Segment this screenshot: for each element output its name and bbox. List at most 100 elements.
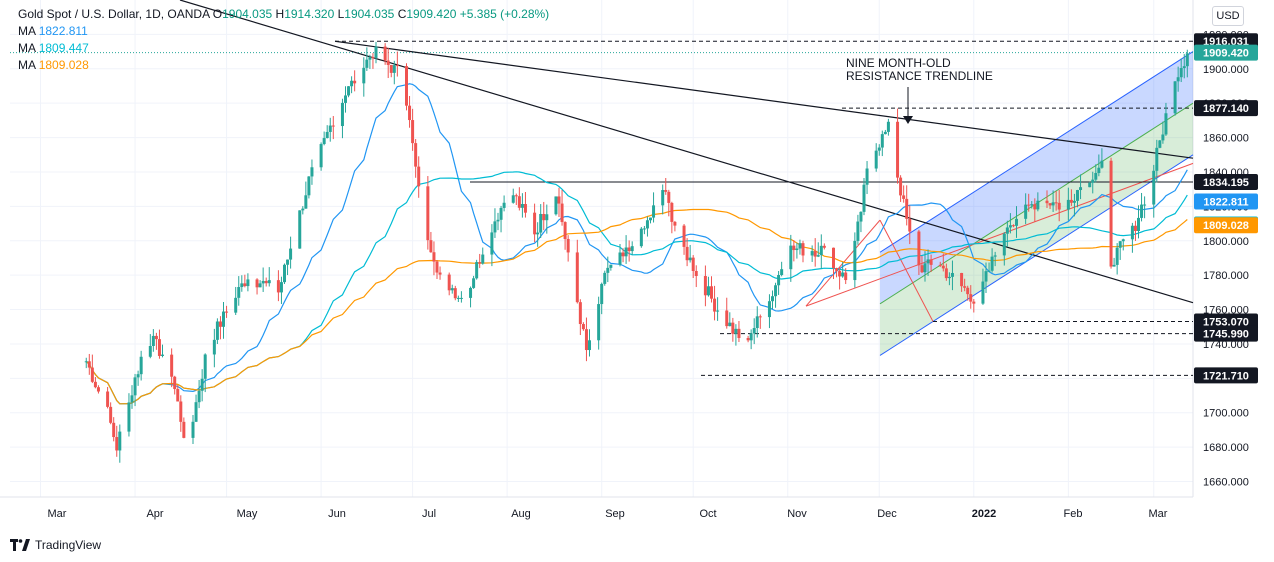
price-tag-bg — [1194, 173, 1258, 190]
candle-body — [261, 280, 265, 284]
candle-body — [191, 421, 195, 438]
candle-body — [344, 95, 347, 103]
candle-body — [557, 196, 561, 204]
candle-body — [554, 196, 558, 215]
candle-body — [969, 294, 973, 302]
candle-body — [993, 255, 997, 257]
candle-body — [109, 406, 113, 423]
footer-branding[interactable]: TradingView — [10, 538, 101, 552]
x-tick-label: Mar — [48, 508, 67, 520]
legend-ma-row[interactable]: MA 1822.811 — [18, 23, 549, 40]
candle-body — [1118, 241, 1122, 248]
candle-body — [801, 243, 805, 256]
candle-body — [459, 297, 463, 299]
candle-body — [347, 86, 351, 96]
candle-body — [456, 297, 460, 299]
candle-body — [652, 205, 656, 218]
price-tag-label: 1753.070 — [1203, 316, 1249, 328]
legend-ma-row[interactable]: MA 1809.028 — [18, 57, 549, 74]
candle-body — [432, 252, 436, 262]
candle-body — [673, 221, 677, 226]
candle-body — [151, 335, 155, 346]
x-tick-label: Aug — [511, 508, 531, 520]
candle-body — [886, 121, 890, 132]
candle-body — [1097, 167, 1101, 174]
low-label: L — [337, 7, 345, 21]
candle-body — [383, 46, 387, 61]
candle-body — [706, 286, 710, 296]
candle-body — [301, 208, 305, 211]
price-tag: 1745.990 — [1194, 325, 1258, 342]
candlesticks — [84, 41, 1189, 463]
ma-label: MA — [18, 24, 36, 38]
candle-body — [176, 389, 180, 402]
candle-body — [990, 256, 994, 271]
candle-body — [523, 204, 527, 213]
candle-body — [853, 240, 857, 281]
candle-body — [310, 167, 314, 177]
candle-body — [87, 361, 91, 368]
y-tick-label: 1860.000 — [1203, 133, 1249, 145]
ma-value: 1822.811 — [38, 24, 88, 38]
candle-body — [469, 287, 473, 298]
candle-body — [908, 218, 912, 232]
currency-button[interactable]: USD — [1212, 6, 1244, 26]
candle-body — [496, 219, 500, 222]
price-tag-bg — [1194, 325, 1258, 342]
candle-body — [212, 339, 216, 355]
candle-body — [1164, 113, 1168, 135]
candle-body — [1109, 160, 1113, 267]
moving-averages — [85, 83, 1188, 405]
open-label: O — [212, 7, 223, 21]
high-value: 1914.320 — [284, 7, 335, 21]
candle-body — [877, 147, 881, 151]
high-label: H — [275, 7, 285, 21]
candle-body — [438, 272, 442, 275]
candle-body — [286, 259, 290, 265]
candle-body — [1072, 200, 1076, 203]
candle-body — [917, 231, 921, 266]
candle-body — [1100, 160, 1104, 168]
candle-body — [685, 246, 689, 261]
legend-ma-row[interactable]: MA 1809.447 — [18, 40, 549, 57]
price-tag: 1721.710 — [1194, 367, 1258, 384]
candle-body — [749, 333, 753, 341]
price-tag-bg — [1194, 193, 1258, 210]
candle-body — [856, 221, 860, 241]
candle-body — [170, 354, 174, 377]
candle-body — [1152, 170, 1156, 205]
annotation-arrow-head — [903, 116, 913, 124]
candle-body — [1176, 77, 1180, 82]
candle-body — [499, 207, 503, 220]
annotation-line-2: RESISTANCE TRENDLINE — [846, 69, 993, 83]
candle-body — [84, 361, 88, 363]
time-axis: Mar Apr May Jun Jul Aug Sep Oct Nov Dec 2022 Feb Mar — [48, 508, 1168, 520]
candle-body — [578, 302, 582, 325]
candle-body — [1155, 147, 1159, 171]
candle-body — [835, 268, 839, 271]
candle-body — [386, 60, 390, 65]
candle-body — [264, 280, 268, 284]
candle-body — [713, 298, 717, 312]
legend-ohlc-row: Gold Spot / U.S. Dollar, 1D, OANDA O1904… — [18, 6, 549, 23]
candle-body — [584, 329, 588, 351]
candle-body — [859, 211, 863, 222]
y-tick-label: 1660.000 — [1203, 477, 1249, 489]
candle-body — [289, 248, 293, 260]
y-tick-label: 1800.000 — [1203, 236, 1249, 248]
candle-body — [642, 228, 646, 230]
x-tick-label: Oct — [699, 508, 716, 520]
candle-body — [752, 328, 756, 334]
candle-body — [981, 281, 985, 304]
candle-body — [319, 144, 323, 168]
candle-body — [450, 288, 454, 291]
trendlines — [179, 0, 1194, 304]
candle-body — [106, 391, 110, 407]
candle-body — [478, 262, 482, 264]
candle-body — [157, 339, 161, 356]
candle-body — [1143, 204, 1147, 206]
candle-body — [1158, 140, 1162, 148]
candle-body — [694, 270, 698, 277]
candle-body — [1121, 239, 1125, 242]
